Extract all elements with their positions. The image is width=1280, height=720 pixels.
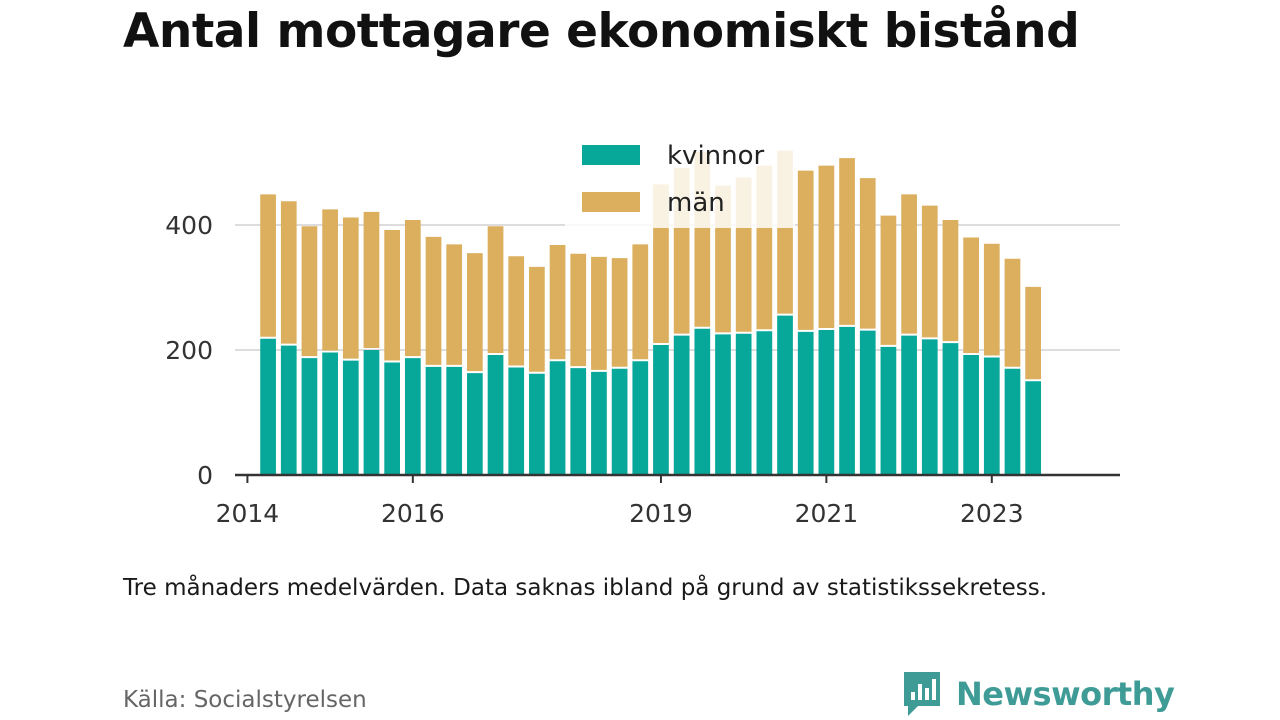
bar-man (384, 230, 401, 361)
bar-kvinnor (756, 331, 773, 475)
bar-man (963, 237, 979, 353)
bar-kvinnor (735, 333, 752, 475)
x-tick-label: 2023 (960, 499, 1024, 528)
bar-kvinnor (880, 346, 897, 475)
bar-man (322, 209, 338, 351)
bar-kvinnor (901, 335, 917, 475)
bar-man (1025, 286, 1042, 380)
bar-man (983, 243, 1000, 356)
bar-man (260, 194, 276, 337)
y-tick-label: 0 (197, 461, 213, 490)
bar-kvinnor (280, 345, 297, 475)
bar-kvinnor (549, 361, 566, 475)
bar-kvinnor (425, 366, 442, 475)
legend: kvinnor män (565, 132, 795, 228)
x-tick-label: 2021 (795, 499, 859, 528)
bar-kvinnor (1004, 368, 1021, 475)
bar-man (363, 211, 380, 348)
bar-kvinnor (446, 366, 463, 475)
bar-kvinnor (611, 368, 628, 475)
bar-man (611, 258, 628, 367)
bar-kvinnor (1025, 381, 1042, 475)
bar-man (818, 165, 835, 328)
bar-man (425, 236, 442, 365)
legend-label-man: män (667, 188, 725, 218)
bar-man (549, 245, 566, 360)
brand-logo[interactable]: Newsworthy (902, 670, 1175, 718)
bar-man (859, 178, 876, 329)
bar-kvinnor (963, 355, 979, 475)
bar-kvinnor (818, 330, 835, 475)
bar-kvinnor (322, 352, 338, 475)
bar-kvinnor (404, 358, 421, 475)
bar-kvinnor (570, 368, 587, 475)
bar-kvinnor (529, 373, 545, 475)
bar-man (591, 256, 607, 370)
bar-kvinnor (673, 335, 690, 475)
y-tick-label: 400 (165, 211, 213, 240)
bar-kvinnor (467, 373, 483, 475)
bar-man (280, 201, 297, 344)
bar-kvinnor (591, 371, 607, 475)
bar-man (570, 253, 587, 367)
bar-kvinnor (301, 358, 318, 475)
brand-name: Newsworthy (956, 675, 1175, 713)
bar-kvinnor (653, 345, 669, 475)
newsworthy-chart-bubble-icon (904, 672, 940, 716)
bar-kvinnor (363, 350, 380, 475)
bar-man (901, 194, 917, 334)
stacked-bar-chart: 0 200 400 2014 2016 2019 2021 2023 kvinnor män (165, 132, 1120, 528)
bar-man (942, 220, 959, 342)
bar-man (880, 215, 897, 345)
axes: 0 200 400 2014 2016 2019 2021 2023 (165, 211, 1120, 528)
bar-kvinnor (715, 334, 731, 475)
bar-man (529, 266, 545, 372)
bar-man (508, 256, 525, 366)
bar-kvinnor (694, 328, 711, 475)
bar-man (632, 244, 649, 360)
x-tick-label: 2016 (381, 499, 445, 528)
bar-kvinnor (384, 362, 401, 475)
bar-kvinnor (342, 360, 359, 475)
bar-kvinnor (508, 367, 525, 475)
bar-man (467, 253, 483, 372)
bar-kvinnor (921, 339, 938, 475)
bar-kvinnor (487, 355, 504, 475)
bar-kvinnor (777, 315, 793, 475)
bar-man (921, 205, 938, 338)
bar-kvinnor (983, 357, 1000, 475)
x-tick-label: 2019 (629, 499, 693, 528)
bar-man (301, 226, 318, 357)
legend-swatch-kvinnor (582, 145, 640, 165)
bar-man (404, 220, 421, 357)
bar-man (839, 158, 855, 325)
y-tick-label: 200 (165, 336, 213, 365)
bar-kvinnor (632, 361, 649, 475)
legend-swatch-man (582, 192, 640, 212)
bar-man (797, 170, 814, 330)
bar-man (487, 226, 504, 353)
chart-title: Antal mottagare ekonomiskt bistånd (123, 4, 1080, 59)
bars (260, 150, 1042, 475)
bar-kvinnor (260, 338, 276, 475)
bar-kvinnor (797, 331, 814, 475)
bar-kvinnor (942, 343, 959, 475)
bar-man (342, 217, 359, 359)
source-text: Källa: Socialstyrelsen (123, 687, 367, 713)
chart-note: Tre månaders medelvärden. Data saknas ib… (123, 575, 1048, 601)
legend-label-kvinnor: kvinnor (667, 141, 765, 171)
x-tick-label: 2014 (216, 499, 280, 528)
bar-kvinnor (839, 326, 855, 475)
bar-kvinnor (859, 330, 876, 475)
bar-man (446, 244, 463, 365)
bar-man (1004, 258, 1021, 367)
